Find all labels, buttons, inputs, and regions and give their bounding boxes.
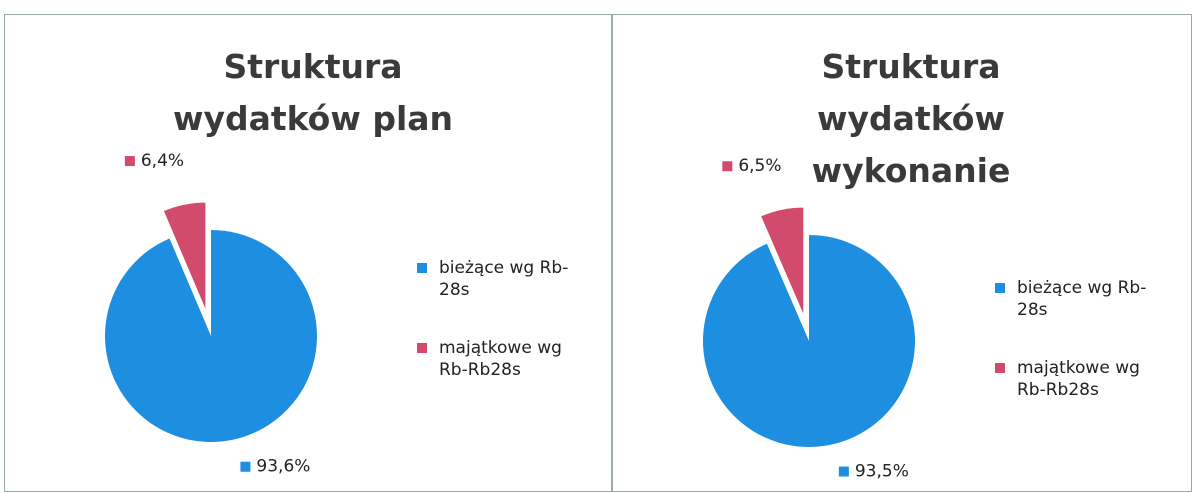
pie-slice (163, 202, 206, 309)
legend-swatch (995, 363, 1005, 373)
legend-label: majątkowe wg Rb-Rb28s (439, 338, 562, 380)
value-label: 6,5% (738, 156, 781, 176)
pie: 93,6% 6,4% (105, 151, 318, 477)
pie-slice (761, 207, 804, 314)
legend-swatch (417, 343, 427, 353)
legend-label: bieżące wg Rb-28s (1017, 278, 1147, 320)
pie-slice (105, 230, 318, 442)
legend-item: majątkowe wg Rb-Rb28s (991, 357, 1169, 401)
label-marker (722, 161, 733, 172)
legend-label: majątkowe wg Rb-Rb28s (1017, 358, 1140, 400)
value-label: 93,6% (256, 457, 310, 477)
label-marker (124, 156, 135, 167)
value-label: 93,5% (855, 462, 909, 482)
chart-panel: Struktura wydatków wykonanie 93,5% 6,5% bie… (612, 14, 1192, 492)
legend-label: bieżące wg Rb-28s (439, 258, 569, 300)
legend-item: bieżące wg Rb-28s (413, 257, 591, 301)
value-label: 6,4% (141, 151, 184, 171)
legend: bieżące wg Rb-28s majątkowe wg Rb-Rb28s (991, 277, 1169, 437)
legend-swatch (995, 283, 1005, 293)
legend-swatch (417, 263, 427, 273)
chart-title: Struktura wydatków plan (172, 47, 454, 138)
legend: bieżące wg Rb-28s majątkowe wg Rb-Rb28s (413, 257, 591, 417)
label-marker (240, 461, 251, 472)
legend-item: bieżące wg Rb-28s (991, 277, 1169, 321)
chart-panel: Struktura wydatków plan 93,6% 6,4% bieżące … (4, 14, 612, 492)
label-marker (838, 466, 849, 477)
legend-item: majątkowe wg Rb-Rb28s (413, 337, 591, 381)
pie-slice (703, 235, 915, 447)
pie: 93,5% 6,5% (703, 156, 915, 482)
chart-title: Struktura wydatków wykonanie (811, 47, 1011, 190)
